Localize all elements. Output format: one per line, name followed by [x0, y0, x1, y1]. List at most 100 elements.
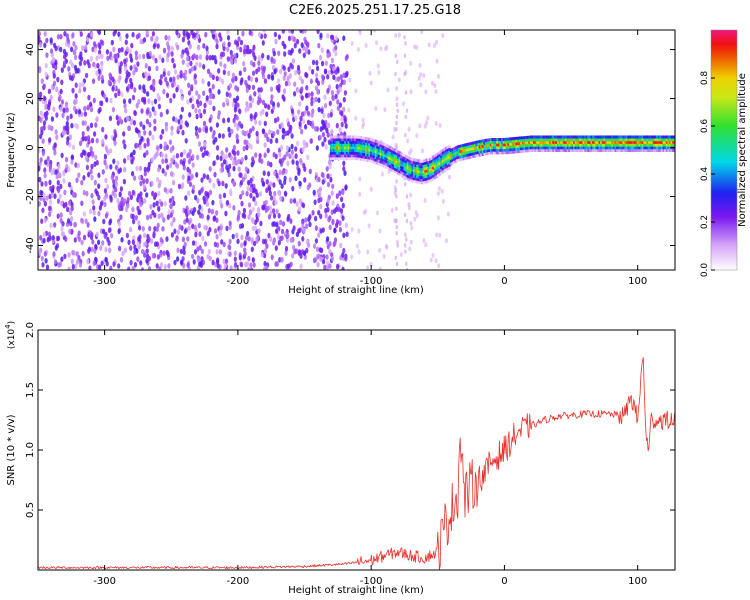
heatmap-cell: [151, 190, 155, 197]
heatmap-cell: [59, 33, 63, 40]
heatmap-cell: [90, 163, 94, 170]
heatmap-cell: [153, 118, 157, 125]
heatmap-cell: [123, 166, 127, 173]
heatmap-cell: [162, 88, 166, 95]
heatmap-cell: [138, 175, 142, 181]
heatmap-cell: [77, 254, 81, 261]
heatmap-cell: [240, 242, 244, 248]
heatmap-cell: [446, 211, 450, 217]
heatmap-cell: [418, 123, 422, 129]
heatmap-cell: [181, 129, 185, 136]
heatmap-cell: [324, 102, 328, 109]
heatmap-cell: [85, 190, 89, 197]
heatmap-cell: [180, 95, 184, 101]
heatmap-cell: [239, 261, 244, 268]
heatmap-cell: [56, 179, 60, 186]
snr-series-line: [38, 357, 675, 570]
heatmap-cell: [201, 235, 205, 242]
heatmap-cell: [100, 60, 104, 67]
heatmap-cell: [191, 184, 196, 191]
heatmap-cell: [336, 263, 340, 270]
heatmap-cell: [257, 60, 261, 66]
heatmap-cell: [53, 259, 58, 265]
heatmap-cell: [74, 54, 78, 61]
colorbar: 0.00.20.40.60.8 Normalized spectral ampl…: [700, 29, 748, 277]
heatmap-cell: [242, 60, 246, 67]
heatmap-cell: [109, 265, 113, 270]
heatmap-cell: [188, 181, 193, 188]
heatmap-cell: [142, 124, 146, 131]
heatmap-cell: [361, 117, 365, 123]
heatmap-cell: [118, 65, 122, 71]
heatmap-cell: [113, 30, 118, 35]
heatmap-cell: [135, 165, 139, 172]
heatmap-cell: [167, 263, 171, 269]
heatmap-cell: [113, 53, 117, 60]
snr-y-tick-label: 0.5: [25, 502, 36, 518]
heatmap-cell: [438, 123, 442, 128]
heatmap-cell: [44, 258, 48, 264]
heatmap-cell: [248, 102, 252, 108]
heatmap-cell: [108, 72, 112, 78]
heatmap-cell: [181, 236, 185, 243]
heatmap-cell: [56, 213, 60, 219]
heatmap-cell: [268, 205, 273, 211]
heatmap-cell: [275, 172, 279, 179]
heatmap-cell: [278, 158, 282, 164]
heatmap-cell: [246, 44, 250, 51]
heatmap-cell: [418, 63, 422, 68]
heatmap-cell: [127, 125, 131, 132]
heatmap-cell: [325, 254, 329, 260]
heatmap-cell: [151, 134, 155, 141]
heatmap-cell: [60, 79, 64, 86]
heatmap-cell: [305, 72, 309, 79]
heatmap-cell: [99, 201, 103, 207]
heatmap-cell: [71, 32, 75, 38]
heatmap-cell: [317, 176, 321, 183]
heatmap-cell: [67, 266, 71, 270]
heatmap-cell: [120, 91, 124, 98]
heatmap-cell: [227, 171, 231, 178]
heatmap-cell: [208, 54, 212, 61]
heatmap-cell: [330, 209, 334, 215]
heatmap-cell: [247, 255, 251, 262]
heatmap-cell: [438, 232, 442, 238]
heatmap-cell: [157, 213, 161, 220]
heatmap-cell: [159, 134, 163, 140]
heatmap-cell: [277, 34, 281, 40]
heatmap-cell: [153, 98, 158, 105]
heatmap-cell: [90, 246, 94, 253]
heatmap-cell: [254, 111, 258, 118]
heatmap-cell: [44, 159, 48, 165]
heatmap-cell: [190, 84, 194, 90]
heatmap-cell: [382, 253, 386, 259]
heatmap-cell: [269, 86, 274, 92]
heatmap-cell: [191, 223, 195, 230]
heatmap-cell: [170, 125, 174, 132]
heatmap-cell: [172, 179, 176, 186]
heatmap-cell: [146, 214, 150, 221]
heatmap-cell: [94, 243, 98, 250]
heatmap-cell: [222, 158, 227, 165]
heatmap-cell: [403, 212, 407, 218]
heatmap-cell: [179, 119, 183, 126]
spectrogram-heatmap: [38, 30, 675, 270]
heatmap-cell: [324, 213, 328, 219]
heatmap-cell: [298, 121, 302, 127]
heatmap-cell: [183, 241, 187, 248]
heatmap-cell: [143, 198, 147, 204]
heatmap-cell: [40, 255, 44, 262]
heatmap-cell: [150, 156, 154, 163]
heatmap-cell: [143, 252, 147, 258]
heatmap-cell: [57, 262, 61, 268]
heatmap-cell: [281, 128, 286, 134]
heatmap-cell: [323, 136, 327, 143]
heatmap-cell: [298, 180, 302, 187]
heatmap-cell: [145, 178, 149, 185]
heatmap-cell: [415, 213, 419, 219]
heatmap-cell: [191, 66, 195, 72]
heatmap-cell: [287, 35, 292, 42]
heatmap-cell: [66, 38, 71, 45]
heatmap-cell: [165, 92, 170, 99]
heatmap-cell: [245, 190, 249, 197]
